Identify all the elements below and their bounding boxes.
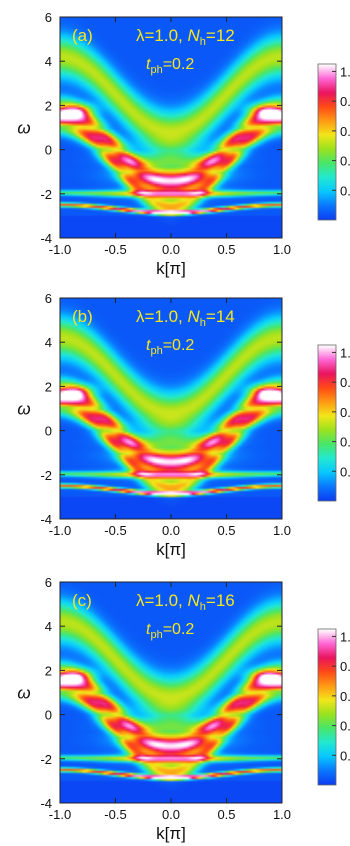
nh-value: =16	[206, 591, 235, 610]
nh-symbol: N	[188, 307, 201, 326]
lambda-text: λ=1.0,	[136, 591, 188, 610]
colorbar-tick-label: 0.2	[340, 183, 350, 198]
y-tick-label: 2	[45, 379, 52, 394]
colorbar-tick-label: 0.6	[340, 405, 350, 420]
y-tick-label: -4	[40, 231, 52, 246]
x-axis-label: k[π]	[156, 540, 186, 559]
y-axis-label: ω	[17, 119, 30, 138]
y-axis-label: ω	[17, 400, 30, 419]
x-tick-label: -0.5	[104, 807, 126, 822]
panel-label: (c)	[72, 591, 92, 610]
tph-subscript: ph	[150, 345, 162, 357]
x-tick-label: -0.5	[104, 242, 126, 257]
y-tick-label: 6	[45, 575, 52, 590]
colorbar-tick-label: 0.8	[340, 94, 350, 109]
nh-subscript: h	[200, 317, 206, 329]
colorbar	[318, 629, 336, 785]
lambda-text: λ=1.0,	[136, 307, 188, 326]
heatmap-image	[60, 298, 282, 519]
nh-subscript: h	[200, 601, 206, 613]
y-tick-label: 0	[45, 424, 52, 439]
colorbar-tick-label: 0.4	[340, 435, 350, 450]
colorbar-frame	[317, 63, 337, 221]
x-axis-label: k[π]	[156, 259, 186, 278]
nh-value: =12	[206, 26, 235, 45]
colorbar	[318, 345, 336, 501]
colorbar-tick-label: 0.2	[340, 464, 350, 479]
colorbar-tick-label: 0.2	[340, 748, 350, 763]
colorbar-frame	[317, 628, 337, 786]
nh-value: =14	[206, 307, 235, 326]
panel-a: -1.0 -0.5 0.0 0.5 1.0 -4 -2 0 2 4 6 k[π] ω (a) λ=1.0, …	[17, 10, 350, 278]
nh-subscript: h	[200, 36, 206, 48]
x-tick-label: 0.0	[162, 523, 180, 538]
parameter-line: λ=1.0, Nh=12	[136, 26, 235, 48]
colorbar-tick-label: 0.6	[340, 689, 350, 704]
x-tick-label: -0.5	[104, 523, 126, 538]
colorbar-tick-label: 1.0	[340, 629, 350, 644]
x-tick-label: -1.0	[49, 242, 71, 257]
y-tick-label: 6	[45, 10, 52, 25]
tph-symbol: t	[146, 621, 151, 638]
y-tick-label: -4	[40, 512, 52, 527]
tph-value: =0.2	[163, 337, 195, 354]
tph-subscript: ph	[150, 64, 162, 76]
parameter-line: λ=1.0, Nh=14	[136, 307, 235, 329]
x-tick-label: 0.5	[217, 523, 235, 538]
tph-value: =0.2	[163, 621, 195, 638]
x-tick-label: -1.0	[49, 523, 71, 538]
tph-line: tph=0.2	[146, 621, 194, 641]
tph-symbol: t	[146, 56, 151, 73]
x-tick-label: 1.0	[273, 807, 291, 822]
y-tick-label: 2	[45, 98, 52, 113]
y-tick-label: -2	[40, 468, 52, 483]
nh-symbol: N	[188, 591, 201, 610]
panel-label: (b)	[72, 307, 93, 326]
colorbar-tick-label: 1.0	[340, 64, 350, 79]
colorbar-tick-label: 0.4	[340, 719, 350, 734]
colorbar-frame	[317, 344, 337, 502]
nh-symbol: N	[188, 26, 201, 45]
colorbar-tick-label: 0.6	[340, 124, 350, 139]
x-tick-label: 0.0	[162, 242, 180, 257]
y-tick-label: -4	[40, 796, 52, 811]
y-tick-label: 4	[45, 619, 52, 634]
parameter-line: λ=1.0, Nh=16	[136, 591, 235, 613]
x-tick-label: 1.0	[273, 242, 291, 257]
y-tick-label: 4	[45, 54, 52, 69]
x-tick-label: 0.0	[162, 807, 180, 822]
tph-subscript: ph	[150, 629, 162, 641]
panel-b: -1.0 -0.5 0.0 0.5 1.0 -4 -2 0 2 4 6 k[π] ω (b) λ=1.0, …	[17, 291, 350, 559]
colorbar	[318, 64, 336, 220]
y-tick-label: 0	[45, 708, 52, 723]
heatmap-image	[60, 17, 282, 238]
colorbar-tick-label: 0.8	[340, 375, 350, 390]
y-tick-label: 4	[45, 335, 52, 350]
y-tick-label: -2	[40, 187, 52, 202]
y-tick-label: 0	[45, 143, 52, 158]
y-tick-label: 6	[45, 291, 52, 306]
panel-label: (a)	[72, 26, 93, 45]
x-tick-label: 0.5	[217, 242, 235, 257]
panel-c: -1.0 -0.5 0.0 0.5 1.0 -4 -2 0 2 4 6 k[π] ω (c) λ=1.0, …	[17, 575, 350, 843]
heatmap-image	[60, 582, 282, 803]
tph-value: =0.2	[163, 56, 195, 73]
lambda-text: λ=1.0,	[136, 26, 188, 45]
colorbar-tick-label: 1.0	[340, 345, 350, 360]
y-axis-label: ω	[17, 684, 30, 703]
x-axis-label: k[π]	[156, 824, 186, 843]
x-tick-label: -1.0	[49, 807, 71, 822]
colorbar-tick-label: 0.8	[340, 659, 350, 674]
tph-symbol: t	[146, 337, 151, 354]
y-tick-label: 2	[45, 663, 52, 678]
colorbar-tick-label: 0.4	[340, 154, 350, 169]
x-tick-label: 0.5	[217, 807, 235, 822]
tph-line: tph=0.2	[146, 56, 194, 76]
x-tick-label: 1.0	[273, 523, 291, 538]
y-tick-label: -2	[40, 752, 52, 767]
tph-line: tph=0.2	[146, 337, 194, 357]
